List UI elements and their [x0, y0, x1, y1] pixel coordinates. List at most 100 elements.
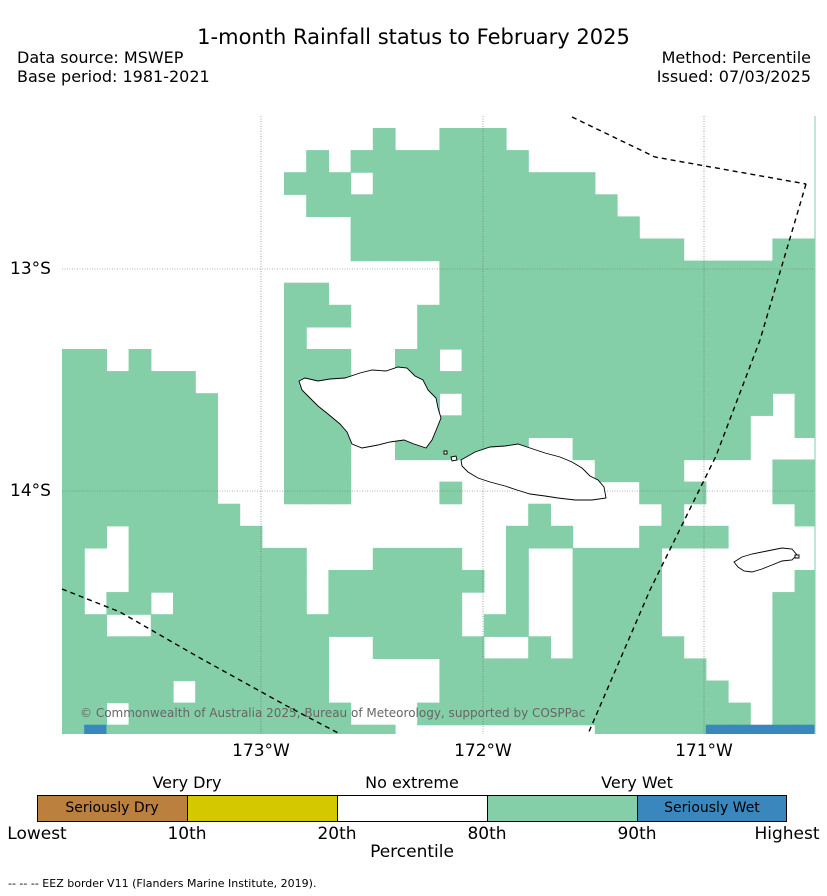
very-wet-cell	[150, 503, 174, 527]
very-wet-cell	[794, 459, 815, 483]
tick-90th: 90th	[617, 824, 657, 844]
very-wet-cell	[284, 592, 307, 615]
very-wet-cell	[461, 216, 485, 240]
legend-segment	[487, 795, 638, 822]
very-wet-cell	[572, 658, 596, 682]
eez-border-north	[571, 116, 807, 185]
very-wet-cell	[439, 481, 463, 505]
copyright-notice: © Commonwealth of Australia 2025, Bureau…	[80, 706, 586, 720]
very-wet-cell	[705, 437, 729, 461]
very-wet-cell	[772, 481, 796, 505]
very-wet-cell	[661, 304, 685, 328]
very-wet-cell	[173, 371, 196, 394]
very-wet-cell	[617, 547, 640, 571]
eez-footnote: -- -- -- EEZ border V11 (Flanders Marine…	[8, 877, 317, 890]
very-wet-cell	[683, 437, 707, 461]
very-wet-cell	[683, 260, 707, 284]
very-wet-cell	[128, 570, 152, 593]
very-wet-cell	[372, 194, 396, 217]
very-wet-cell	[217, 658, 241, 682]
very-wet-cell	[150, 702, 174, 726]
very-wet-cell	[683, 393, 707, 416]
very-wet-cell	[639, 415, 662, 438]
very-wet-cell	[506, 216, 529, 240]
very-wet-cell	[483, 371, 507, 394]
very-wet-cell	[439, 194, 463, 217]
very-wet-cell	[794, 304, 815, 328]
very-wet-cell	[506, 304, 529, 328]
very-wet-cell	[306, 282, 329, 306]
very-wet-cell	[639, 371, 662, 394]
very-wet-cell	[617, 658, 640, 682]
very-wet-cell	[173, 437, 196, 461]
very-wet-cell	[528, 702, 551, 726]
very-wet-cell	[528, 525, 551, 549]
very-wet-cell	[62, 525, 85, 549]
very-wet-cell	[62, 459, 85, 483]
very-wet-cell	[328, 592, 352, 615]
very-wet-cell	[528, 194, 551, 217]
island-apolima	[443, 450, 448, 455]
very-wet-cell	[483, 415, 507, 438]
very-wet-cell	[506, 371, 529, 394]
islands	[298, 366, 800, 573]
very-wet-cell	[572, 304, 596, 328]
very-wet-cell	[106, 393, 130, 416]
very-wet-cell	[483, 702, 507, 726]
very-wet-cell	[284, 326, 307, 350]
very-wet-cell	[439, 680, 463, 704]
very-wet-cell	[506, 326, 529, 350]
very-wet-cell	[395, 194, 418, 217]
very-wet-cell	[483, 150, 507, 173]
very-wet-cell	[417, 238, 440, 262]
very-wet-cell	[683, 680, 707, 704]
very-wet-cell	[639, 282, 662, 306]
very-wet-cell	[594, 260, 618, 284]
seriously-wet-cell	[794, 724, 815, 734]
very-wet-cell	[439, 636, 463, 659]
very-wet-cell	[128, 702, 152, 726]
very-wet-cell	[572, 194, 596, 217]
very-wet-cell	[461, 371, 485, 394]
very-wet-cell	[106, 636, 130, 659]
very-wet-cell	[439, 415, 463, 438]
very-wet-cell	[284, 459, 307, 483]
very-wet-cell	[572, 702, 596, 726]
very-wet-cell	[794, 371, 815, 394]
very-wet-cell	[350, 570, 374, 593]
very-wet-cell	[150, 724, 174, 734]
very-wet-cell	[128, 525, 152, 549]
very-wet-cell	[705, 525, 729, 549]
tick-20th: 20th	[317, 824, 357, 844]
very-wet-cell	[284, 702, 307, 726]
very-wet-cell	[639, 592, 662, 615]
very-wet-cell	[150, 680, 174, 704]
very-wet-cell	[794, 238, 815, 262]
very-wet-cell	[506, 238, 529, 262]
very-wet-cell	[261, 592, 285, 615]
very-wet-cell	[62, 393, 85, 416]
very-wet-cell	[328, 481, 352, 505]
very-wet-cell	[794, 592, 815, 615]
very-wet-cell	[284, 349, 307, 372]
very-wet-cell	[439, 304, 463, 328]
very-wet-cell	[217, 636, 241, 659]
island-savaii	[298, 366, 442, 449]
very-wet-cell	[62, 658, 85, 682]
very-wet-cell	[572, 680, 596, 704]
very-wet-cell	[439, 702, 463, 726]
very-wet-cell	[195, 702, 218, 726]
very-wet-cell	[284, 680, 307, 704]
very-wet-cell	[528, 172, 551, 195]
very-wet-cell	[439, 128, 463, 151]
very-wet-cell	[439, 570, 463, 593]
very-wet-cell	[661, 636, 685, 659]
very-wet-cell	[594, 570, 618, 593]
very-wet-cell	[483, 658, 507, 682]
very-wet-cell	[84, 680, 107, 704]
very-wet-cell	[506, 658, 529, 682]
very-wet-cell	[461, 326, 485, 350]
very-wet-cell	[173, 525, 196, 549]
tick-highest: Highest	[754, 824, 820, 844]
very-wet-cell	[572, 238, 596, 262]
